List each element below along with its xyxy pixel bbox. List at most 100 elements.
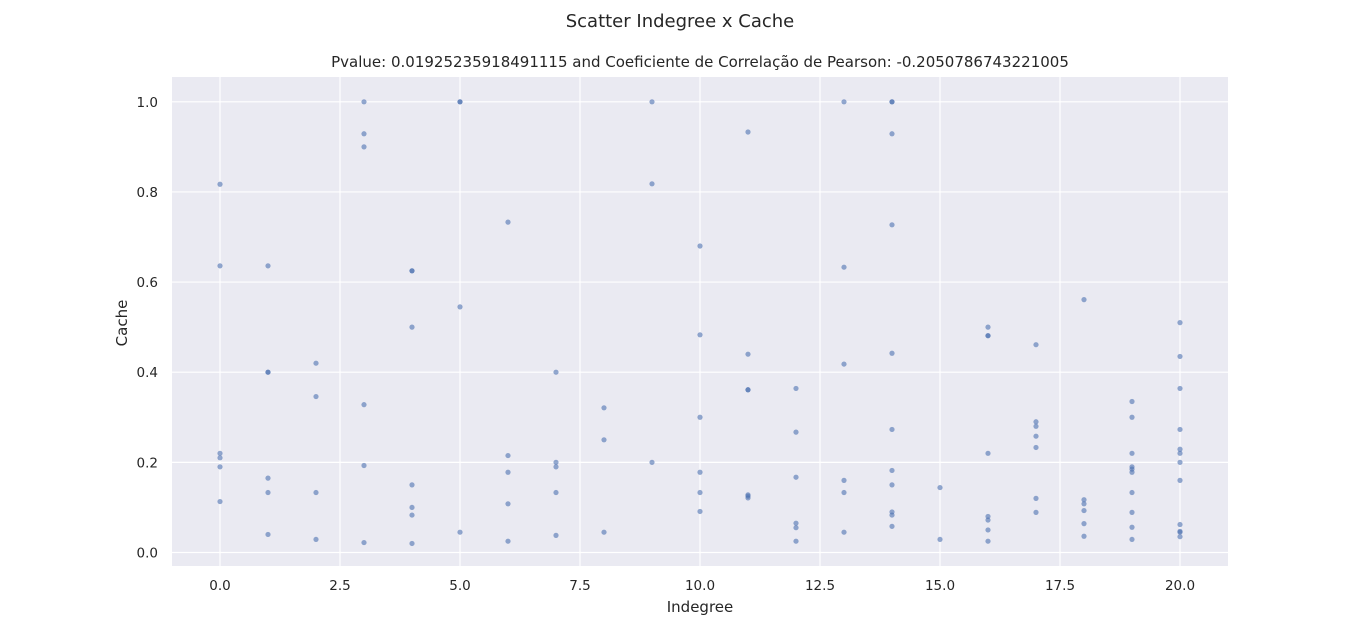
scatter-point (265, 531, 271, 538)
scatter-point (1177, 446, 1183, 452)
scatter-point (1177, 529, 1183, 535)
scatter-point (1081, 297, 1087, 303)
scatter-point (1081, 521, 1087, 527)
scatter-point (697, 414, 703, 420)
scatter-point (1177, 521, 1183, 528)
x-axis-ticks: 0.0 2.5 5.0 7.5 10.0 12.5 15.0 17.5 20.0 (209, 578, 1195, 594)
scatter-point (361, 402, 367, 408)
scatter-point (505, 501, 511, 507)
scatter-point (985, 513, 991, 520)
scatter-point (601, 529, 607, 535)
scatter-point (217, 455, 223, 461)
x-tick-label: 10.0 (685, 578, 715, 594)
scatter-point (361, 99, 367, 105)
scatter-point (793, 520, 799, 526)
scatter-point (1177, 459, 1183, 465)
scatter-point (1081, 533, 1087, 539)
scatter-point (1129, 489, 1135, 496)
scatter-point (505, 469, 511, 475)
scatter-point (1129, 536, 1135, 543)
scatter-point (985, 527, 991, 533)
y-tick-label: 0.6 (137, 275, 158, 291)
scatter-point (889, 350, 895, 356)
scatter-point (217, 450, 223, 456)
scatter-point (217, 498, 223, 505)
x-tick-label: 0.0 (209, 578, 230, 594)
scatter-point (745, 387, 751, 393)
figure-title: Scatter Indegree x Cache (566, 11, 795, 32)
y-tick-label: 0.4 (137, 365, 158, 381)
scatter-point (937, 536, 943, 543)
scatter-point (985, 538, 991, 544)
scatter-point (313, 489, 319, 496)
scatter-point (841, 361, 847, 367)
scatter-point (1129, 450, 1135, 456)
scatter-point (649, 181, 655, 187)
scatter-point (697, 508, 703, 515)
x-tick-label: 2.5 (329, 578, 350, 594)
scatter-point (1177, 353, 1183, 360)
scatter-point (1177, 450, 1183, 456)
scatter-point (265, 369, 271, 375)
scatter-point (745, 129, 751, 135)
scatter-point (457, 529, 463, 535)
scatter-point (697, 469, 703, 475)
y-axis-label: Cache (113, 300, 131, 347)
scatter-point (265, 475, 271, 481)
scatter-point (217, 464, 223, 470)
y-tick-label: 1.0 (137, 95, 158, 111)
scatter-point (985, 517, 991, 523)
scatter-point (1177, 385, 1183, 392)
scatter-point (1033, 444, 1039, 451)
scatter-point (313, 536, 319, 543)
scatter-point (841, 99, 847, 105)
scatter-point (553, 459, 559, 465)
scatter-point (553, 464, 559, 470)
scatter-point (409, 482, 415, 488)
scatter-point (1129, 509, 1135, 515)
scatter-point (601, 405, 607, 411)
scatter-point (889, 222, 895, 228)
x-tick-label: 5.0 (449, 578, 470, 594)
scatter-point (313, 360, 319, 366)
scatter-point (361, 144, 367, 150)
scatter-point (1033, 433, 1039, 439)
scatter-point (889, 482, 895, 488)
scatter-point (457, 304, 463, 310)
scatter-point (361, 539, 367, 546)
scatter-point (505, 219, 511, 225)
scatter-point (1033, 423, 1039, 429)
scatter-point (889, 512, 895, 518)
scatter-point (1033, 509, 1039, 515)
scatter-point (793, 474, 799, 480)
scatter-point (1177, 534, 1183, 540)
scatter-point (889, 131, 895, 137)
scatter-point (1177, 426, 1183, 433)
scatter-point (505, 538, 511, 544)
scatter-point (793, 385, 799, 392)
scatter-point (1129, 469, 1135, 475)
scatter-point (1129, 398, 1135, 405)
scatter-point (409, 512, 415, 518)
scatter-point (697, 489, 703, 496)
x-tick-label: 7.5 (569, 578, 590, 594)
x-tick-label: 15.0 (925, 578, 955, 594)
x-axis-label: Indegree (667, 598, 734, 616)
scatter-point (841, 529, 847, 535)
scatter-point (841, 477, 847, 483)
scatter-point (601, 437, 607, 443)
scatter-point (505, 452, 511, 459)
scatter-point (1129, 414, 1135, 420)
scatter-point (697, 243, 703, 249)
scatter-point (793, 525, 799, 531)
scatter-point (745, 495, 751, 501)
x-tick-label: 20.0 (1165, 578, 1195, 594)
scatter-point (361, 131, 367, 137)
scatter-point (265, 489, 271, 496)
scatter-point (889, 426, 895, 433)
scatter-point (553, 532, 559, 538)
scatter-point (1033, 342, 1039, 348)
scatter-point (1177, 477, 1183, 483)
scatter-point (361, 462, 367, 469)
